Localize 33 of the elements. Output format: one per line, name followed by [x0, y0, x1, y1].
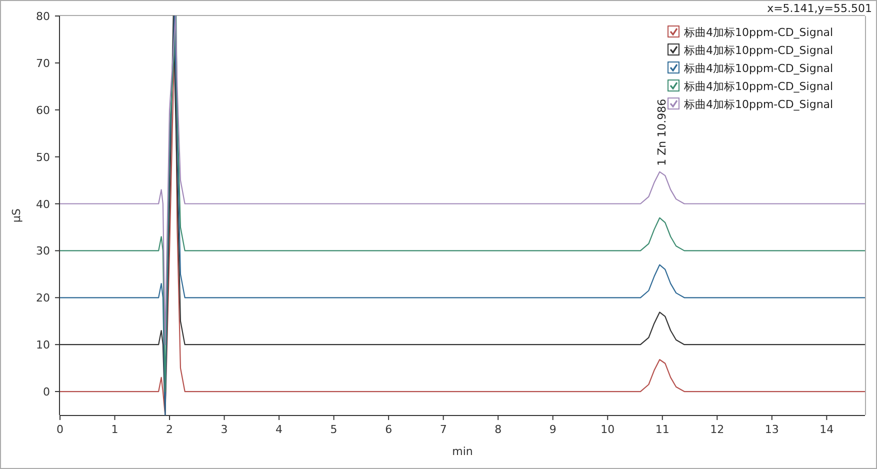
x-tick-label: 12 — [710, 423, 724, 436]
x-tick-label: 1 — [111, 423, 118, 436]
y-tick-label: 60 — [36, 104, 50, 117]
x-axis-title: min — [452, 445, 473, 458]
text: x=5.141,y=55.501 — [767, 2, 872, 15]
y-tick-label: 10 — [36, 338, 50, 352]
x-tick-label: 6 — [385, 423, 392, 436]
x-tick-label: 3 — [220, 423, 228, 436]
x-tick-label: 0 — [56, 423, 64, 436]
y-tick-label: 50 — [36, 150, 50, 164]
x-tick-label: 9 — [549, 423, 556, 436]
x-tick-label: 7 — [440, 423, 447, 436]
y-tick-label: 80 — [36, 10, 50, 23]
x-tick-label: 14 — [820, 423, 834, 436]
legend-label: 标曲4加标10ppm-CD_Signal — [683, 62, 834, 75]
y-tick-label: 30 — [36, 244, 50, 258]
x-tick-label: 13 — [764, 423, 779, 436]
y-tick-label: 20 — [36, 292, 50, 305]
legend-label: 标曲4加标10ppm-CD_Signal — [683, 26, 834, 39]
legend-label: 标曲4加标10ppm-CD_Signal — [683, 98, 834, 111]
x-tick-label: 2 — [166, 423, 174, 436]
x-tick-label: 10 — [600, 423, 615, 436]
y-tick-label: 40 — [36, 198, 50, 211]
legend-label: 标曲4加标10ppm-CD_Signal — [683, 44, 834, 57]
x-tick-label: 8 — [494, 423, 502, 436]
x-tick-label: 4 — [276, 423, 283, 436]
x-tick-label: 5 — [330, 423, 338, 436]
annotation: 1 Zn 10.986 — [656, 98, 669, 166]
x-tick-label: 11 — [655, 423, 670, 436]
legend-label: 标曲4加标10ppm-CD_Signal — [683, 80, 834, 93]
y-axis-title: μS — [10, 208, 23, 222]
y-tick-label: 70 — [36, 56, 50, 70]
y-tick-label: 0 — [43, 386, 50, 399]
